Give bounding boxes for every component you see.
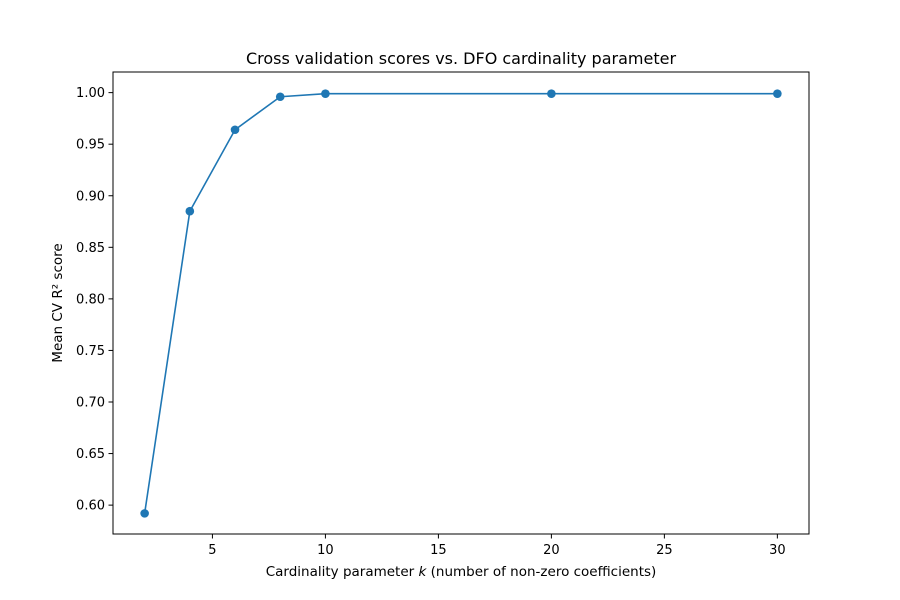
y-tick-label: 0.80 [76,292,105,307]
chart-title: Cross validation scores vs. DFO cardinal… [246,49,676,68]
y-tick-label: 0.85 [76,241,105,256]
x-tick-label: 10 [317,543,334,558]
x-axis-ticks: 5 10 15 20 25 30 [208,534,786,558]
data-point [140,509,149,518]
x-tick-label: 30 [769,543,786,558]
x-axis-label-prefix: Cardinality parameter [266,564,419,580]
x-axis-label-variable: k [419,564,428,580]
data-point [321,89,330,98]
y-tick-label: 0.60 [76,499,105,514]
series-line [143,92,778,514]
y-tick-label: 1.00 [76,86,105,101]
y-tick-label: 0.75 [76,344,105,359]
y-tick-label: 0.90 [76,189,105,204]
x-axis-label: Cardinality parameter k (number of non-z… [266,564,657,580]
data-point [185,206,195,216]
data-point [773,89,782,98]
x-axis-label-suffix: (number of non-zero coefficients) [426,564,656,580]
y-tick-label: 0.70 [76,396,105,411]
y-axis-label: Mean CV R² score [50,243,66,362]
data-point [275,92,285,102]
x-tick-label: 15 [430,543,447,558]
y-tick-label: 0.95 [76,138,105,153]
y-tick-label: 0.65 [76,447,105,462]
data-point [230,125,240,135]
data-point [547,89,556,98]
x-tick-label: 20 [543,543,560,558]
plot-area-frame [112,71,810,535]
x-tick-label: 5 [208,543,216,558]
series-layer [140,89,782,518]
x-tick-label: 25 [656,543,673,558]
y-axis-ticks: 0.60 0.65 0.70 0.75 0.80 0.85 0.90 0.95 1.00 [76,86,113,514]
